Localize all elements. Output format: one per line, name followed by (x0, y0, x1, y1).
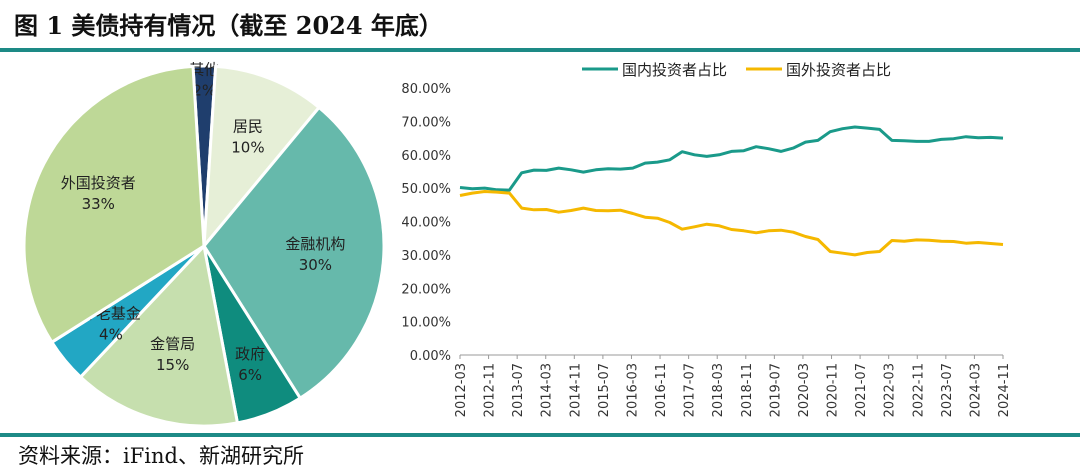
y-tick-label: 80.00% (401, 82, 451, 97)
pie-pct-2: 30% (299, 256, 332, 274)
top-rule (0, 48, 1080, 52)
pie-slice-4 (78, 242, 240, 428)
x-tick-label: 2014-11 (568, 363, 583, 417)
pie-pct-5: 4% (99, 326, 123, 344)
y-tick-label: 0.00% (410, 349, 451, 364)
x-tick-label: 2018-03 (711, 363, 726, 417)
y-tick-label: 10.00% (401, 316, 451, 331)
x-tick-label: 2019-07 (768, 363, 783, 417)
x-tick-label: 2022-03 (883, 363, 898, 417)
pie-label-6: 外国投资者 (61, 174, 136, 192)
x-tick-label: 2021-07 (854, 363, 869, 417)
y-tick-label: 60.00% (401, 149, 451, 164)
y-tick-label: 40.00% (401, 216, 451, 231)
pie-pct-6: 33% (82, 195, 115, 213)
x-tick-label: 2016-03 (625, 363, 640, 417)
pie-pct-0: 2% (192, 82, 216, 100)
legend-label-foreign: 国外投资者占比 (786, 61, 891, 79)
pie-label-0: 其他 (189, 61, 219, 79)
x-tick-label: 2017-07 (683, 363, 698, 417)
legend-label-domestic: 国内投资者占比 (622, 61, 727, 79)
pie-slice-2 (202, 105, 386, 401)
x-tick-label: 2023-07 (940, 363, 955, 417)
source-note: 资料来源：iFind、新湖研究所 (18, 444, 304, 468)
x-tick-label: 2014-03 (540, 363, 555, 417)
pie-slice-1 (202, 64, 322, 251)
x-tick-label: 2012-11 (483, 363, 498, 417)
x-tick-label: 2015-07 (597, 363, 612, 417)
x-tick-label: 2024-11 (997, 363, 1012, 417)
series-line-foreign (459, 190, 1004, 257)
x-tick-label: 2013-07 (511, 363, 526, 417)
x-tick-label: 2022-11 (911, 363, 926, 417)
pie-pct-1: 10% (231, 139, 264, 157)
pie-label-3: 政府 (235, 345, 265, 363)
y-tick-label: 70.00% (401, 115, 451, 130)
x-tick-label: 2020-11 (826, 363, 841, 417)
pie-pct-4: 15% (156, 356, 189, 374)
pie-pct-3: 6% (238, 366, 262, 384)
x-tick-label: 2016-11 (654, 363, 669, 417)
series-line-domestic (459, 125, 1004, 192)
x-tick-label: 2020-03 (797, 363, 812, 417)
pie-slice-6 (22, 64, 206, 345)
x-tick-label: 2012-03 (454, 363, 469, 417)
x-tick-label: 2018-11 (740, 363, 755, 417)
line-chart: 0.00% 10.00% 20.00% 30.00% 40.00% 50.00% 60.00… (401, 61, 1012, 417)
pie-label-1: 居民 (233, 118, 263, 136)
x-tick-label: 2024-03 (968, 363, 983, 417)
pie-label-4: 金管局 (150, 335, 195, 353)
y-tick-label: 50.00% (401, 182, 451, 197)
y-tick-label: 30.00% (401, 249, 451, 264)
pie-label-2: 金融机构 (285, 235, 345, 253)
bottom-rule (0, 433, 1080, 437)
y-tick-label: 20.00% (401, 282, 451, 297)
figure-title: 图 1 美债持有情况（截至 2024 年底） (14, 11, 443, 40)
